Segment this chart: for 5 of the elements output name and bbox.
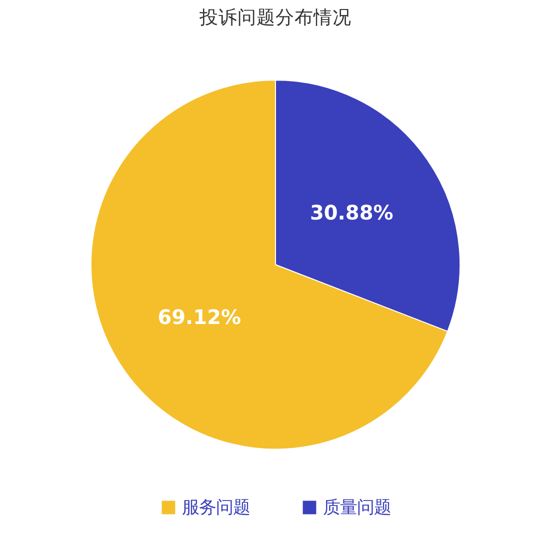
chart-title: 投诉问题分布情况: [198, 8, 352, 28]
data-label: 69.12%: [158, 304, 242, 329]
legend-label: 质量问题: [323, 497, 391, 519]
legend-label: 服务问题: [182, 497, 250, 519]
data-label: 30.88%: [310, 200, 394, 224]
